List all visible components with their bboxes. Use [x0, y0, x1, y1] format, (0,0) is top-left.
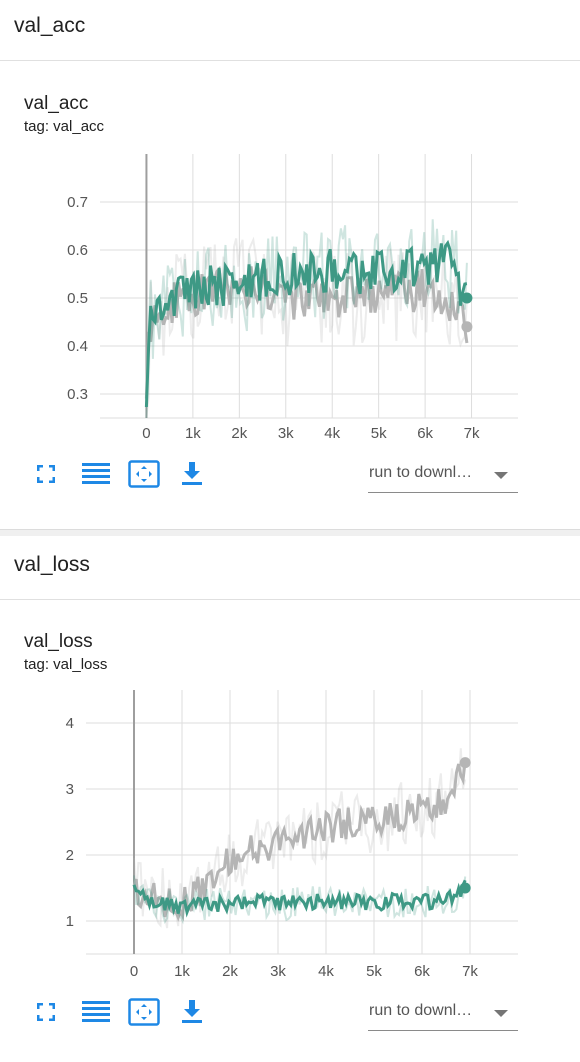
card-tag: tag: val_acc — [24, 118, 104, 135]
x-tick-label: 1k — [185, 425, 201, 442]
x-tick-label: 4k — [318, 963, 334, 980]
fullscreen-icon[interactable] — [30, 458, 62, 490]
chart-toolbar: run to downl… — [30, 996, 570, 1032]
series-end-point — [460, 883, 471, 894]
line-chart-val-loss[interactable]: 0 1k 2k 3k 4k 5k 6k 7k 1 2 3 4 — [0, 684, 580, 990]
download-icon[interactable] — [176, 458, 208, 490]
toggle-y-axis-icon[interactable] — [80, 458, 112, 490]
y-tick-label: 4 — [66, 715, 74, 732]
x-tick-label: 4k — [324, 425, 340, 442]
y-tick-label: 0.6 — [67, 242, 88, 259]
card-title: val_acc — [24, 93, 88, 115]
run-to-download-select[interactable]: run to downl… — [368, 998, 518, 1031]
x-tick-label: 7k — [462, 963, 478, 980]
download-icon[interactable] — [176, 996, 208, 1028]
chart-toolbar: run to downl… — [30, 458, 570, 494]
x-tick-label: 2k — [231, 425, 247, 442]
y-tick-label: 0.5 — [67, 290, 88, 307]
x-tick-label: 6k — [414, 963, 430, 980]
card-tag: tag: val_loss — [24, 656, 107, 673]
fit-domain-icon[interactable] — [128, 458, 160, 490]
line-chart-val-acc[interactable]: 0 1k 2k 3k 4k 5k 6k 7k 0.3 0.4 0.5 0.6 0.7 — [0, 146, 580, 446]
y-tick-label: 0.7 — [67, 194, 88, 211]
x-tick-label: 0 — [142, 425, 150, 442]
x-tick-label: 2k — [222, 963, 238, 980]
chart-card-val-acc: val_acc tag: val_acc 0 1k 2k 3k 4k 5k 6k 7k 0.3 0… — [0, 61, 580, 529]
series-line — [134, 761, 465, 918]
y-tick-label: 1 — [66, 913, 74, 930]
run-select-value: run to downl… — [369, 464, 472, 482]
x-tick-label: 6k — [417, 425, 433, 442]
series-end-point — [461, 293, 472, 304]
x-tick-label: 3k — [278, 425, 294, 442]
section-title: val_acc — [14, 14, 85, 38]
chevron-down-icon — [494, 472, 508, 479]
section-header-val-acc[interactable]: val_acc — [0, 0, 580, 61]
y-tick-label: 3 — [66, 781, 74, 798]
chart-card-val-loss: val_loss tag: val_loss 0 1k 2k 3k 4k 5k 6k 7k 1 2… — [0, 600, 580, 1062]
section-title: val_loss — [14, 553, 90, 577]
x-tick-label: 5k — [371, 425, 387, 442]
x-tick-label: 1k — [174, 963, 190, 980]
run-to-download-select[interactable]: run to downl… — [368, 460, 518, 493]
x-tick-label: 7k — [464, 425, 480, 442]
run-select-value: run to downl… — [369, 1002, 472, 1020]
fit-domain-icon[interactable] — [128, 996, 160, 1028]
y-tick-label: 0.3 — [67, 386, 88, 403]
x-tick-label: 3k — [270, 963, 286, 980]
series-end-point — [461, 321, 472, 332]
y-tick-label: 0.4 — [67, 338, 88, 355]
card-title: val_loss — [24, 631, 93, 653]
x-tick-label: 0 — [130, 963, 138, 980]
toggle-y-axis-icon[interactable] — [80, 996, 112, 1028]
fullscreen-icon[interactable] — [30, 996, 62, 1028]
section-header-val-loss[interactable]: val_loss — [0, 536, 580, 600]
y-tick-label: 2 — [66, 847, 74, 864]
series-end-point — [460, 757, 471, 768]
section-divider — [0, 529, 580, 536]
chevron-down-icon — [494, 1010, 508, 1017]
x-tick-label: 5k — [366, 963, 382, 980]
